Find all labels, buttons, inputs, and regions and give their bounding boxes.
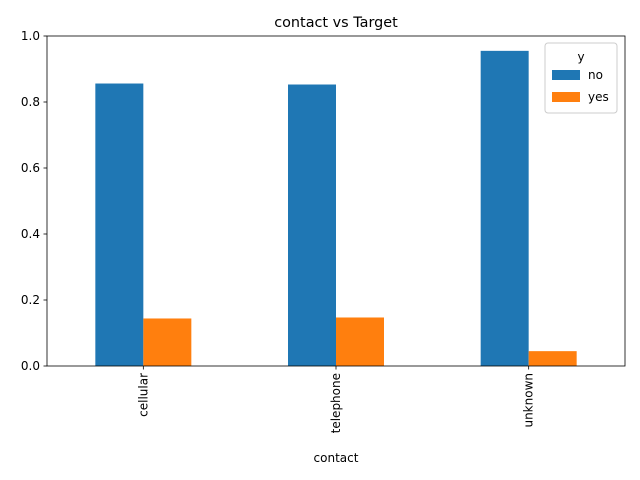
legend: y no yes <box>544 42 618 114</box>
y-tick-label: 0.4 <box>21 227 40 241</box>
legend-swatch-yes <box>552 92 580 102</box>
legend-label-yes: yes <box>588 90 609 104</box>
bars-group <box>95 50 577 367</box>
x-axis-label: contact <box>314 451 359 465</box>
x-tick-label: unknown <box>522 373 536 428</box>
x-tick-label: telephone <box>329 373 343 433</box>
legend-title: y <box>577 50 584 64</box>
x-tick-label: cellular <box>136 373 150 417</box>
y-tick-label: 0.0 <box>21 359 40 373</box>
legend-swatch-no <box>552 70 580 80</box>
y-tick-label: 0.2 <box>21 293 40 307</box>
x-ticks-group: cellular telephone unknown <box>136 366 536 433</box>
chart-title: contact vs Target <box>274 15 398 31</box>
legend-label-no: no <box>588 68 603 82</box>
y-ticks-group: 0.0 0.2 0.4 0.6 0.8 1.0 <box>21 29 47 373</box>
bar-yes-telephone <box>336 317 384 366</box>
bar-no-cellular <box>95 83 144 367</box>
bar-no-unknown <box>480 50 529 366</box>
legend-items: no yes <box>552 68 609 104</box>
y-tick-label: 1.0 <box>21 29 40 43</box>
y-tick-label: 0.6 <box>21 161 40 175</box>
y-tick-label: 0.8 <box>21 95 40 109</box>
bar-no-telephone <box>288 84 336 366</box>
bar-yes-unknown <box>528 351 577 366</box>
bar-yes-cellular <box>143 318 192 366</box>
